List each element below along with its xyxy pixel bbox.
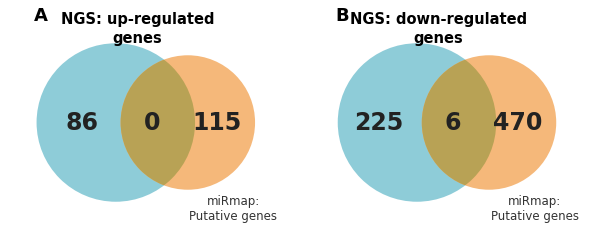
Circle shape bbox=[338, 43, 496, 202]
Text: 225: 225 bbox=[354, 110, 403, 135]
Text: 0: 0 bbox=[143, 110, 160, 135]
Text: NGS: up-regulated
genes: NGS: up-regulated genes bbox=[61, 12, 214, 46]
Text: miRmap:
Putative genes: miRmap: Putative genes bbox=[190, 195, 277, 222]
Circle shape bbox=[37, 43, 195, 202]
Text: 86: 86 bbox=[65, 110, 98, 135]
Circle shape bbox=[422, 55, 556, 190]
Text: B: B bbox=[335, 7, 349, 25]
Circle shape bbox=[37, 43, 195, 202]
Text: A: A bbox=[34, 7, 48, 25]
Text: 115: 115 bbox=[192, 110, 241, 135]
Text: miRmap:
Putative genes: miRmap: Putative genes bbox=[491, 195, 578, 222]
Text: 6: 6 bbox=[445, 110, 461, 135]
Text: NGS: down-regulated
genes: NGS: down-regulated genes bbox=[350, 12, 527, 46]
Circle shape bbox=[121, 55, 255, 190]
Circle shape bbox=[338, 43, 496, 202]
Text: 470: 470 bbox=[493, 110, 542, 135]
